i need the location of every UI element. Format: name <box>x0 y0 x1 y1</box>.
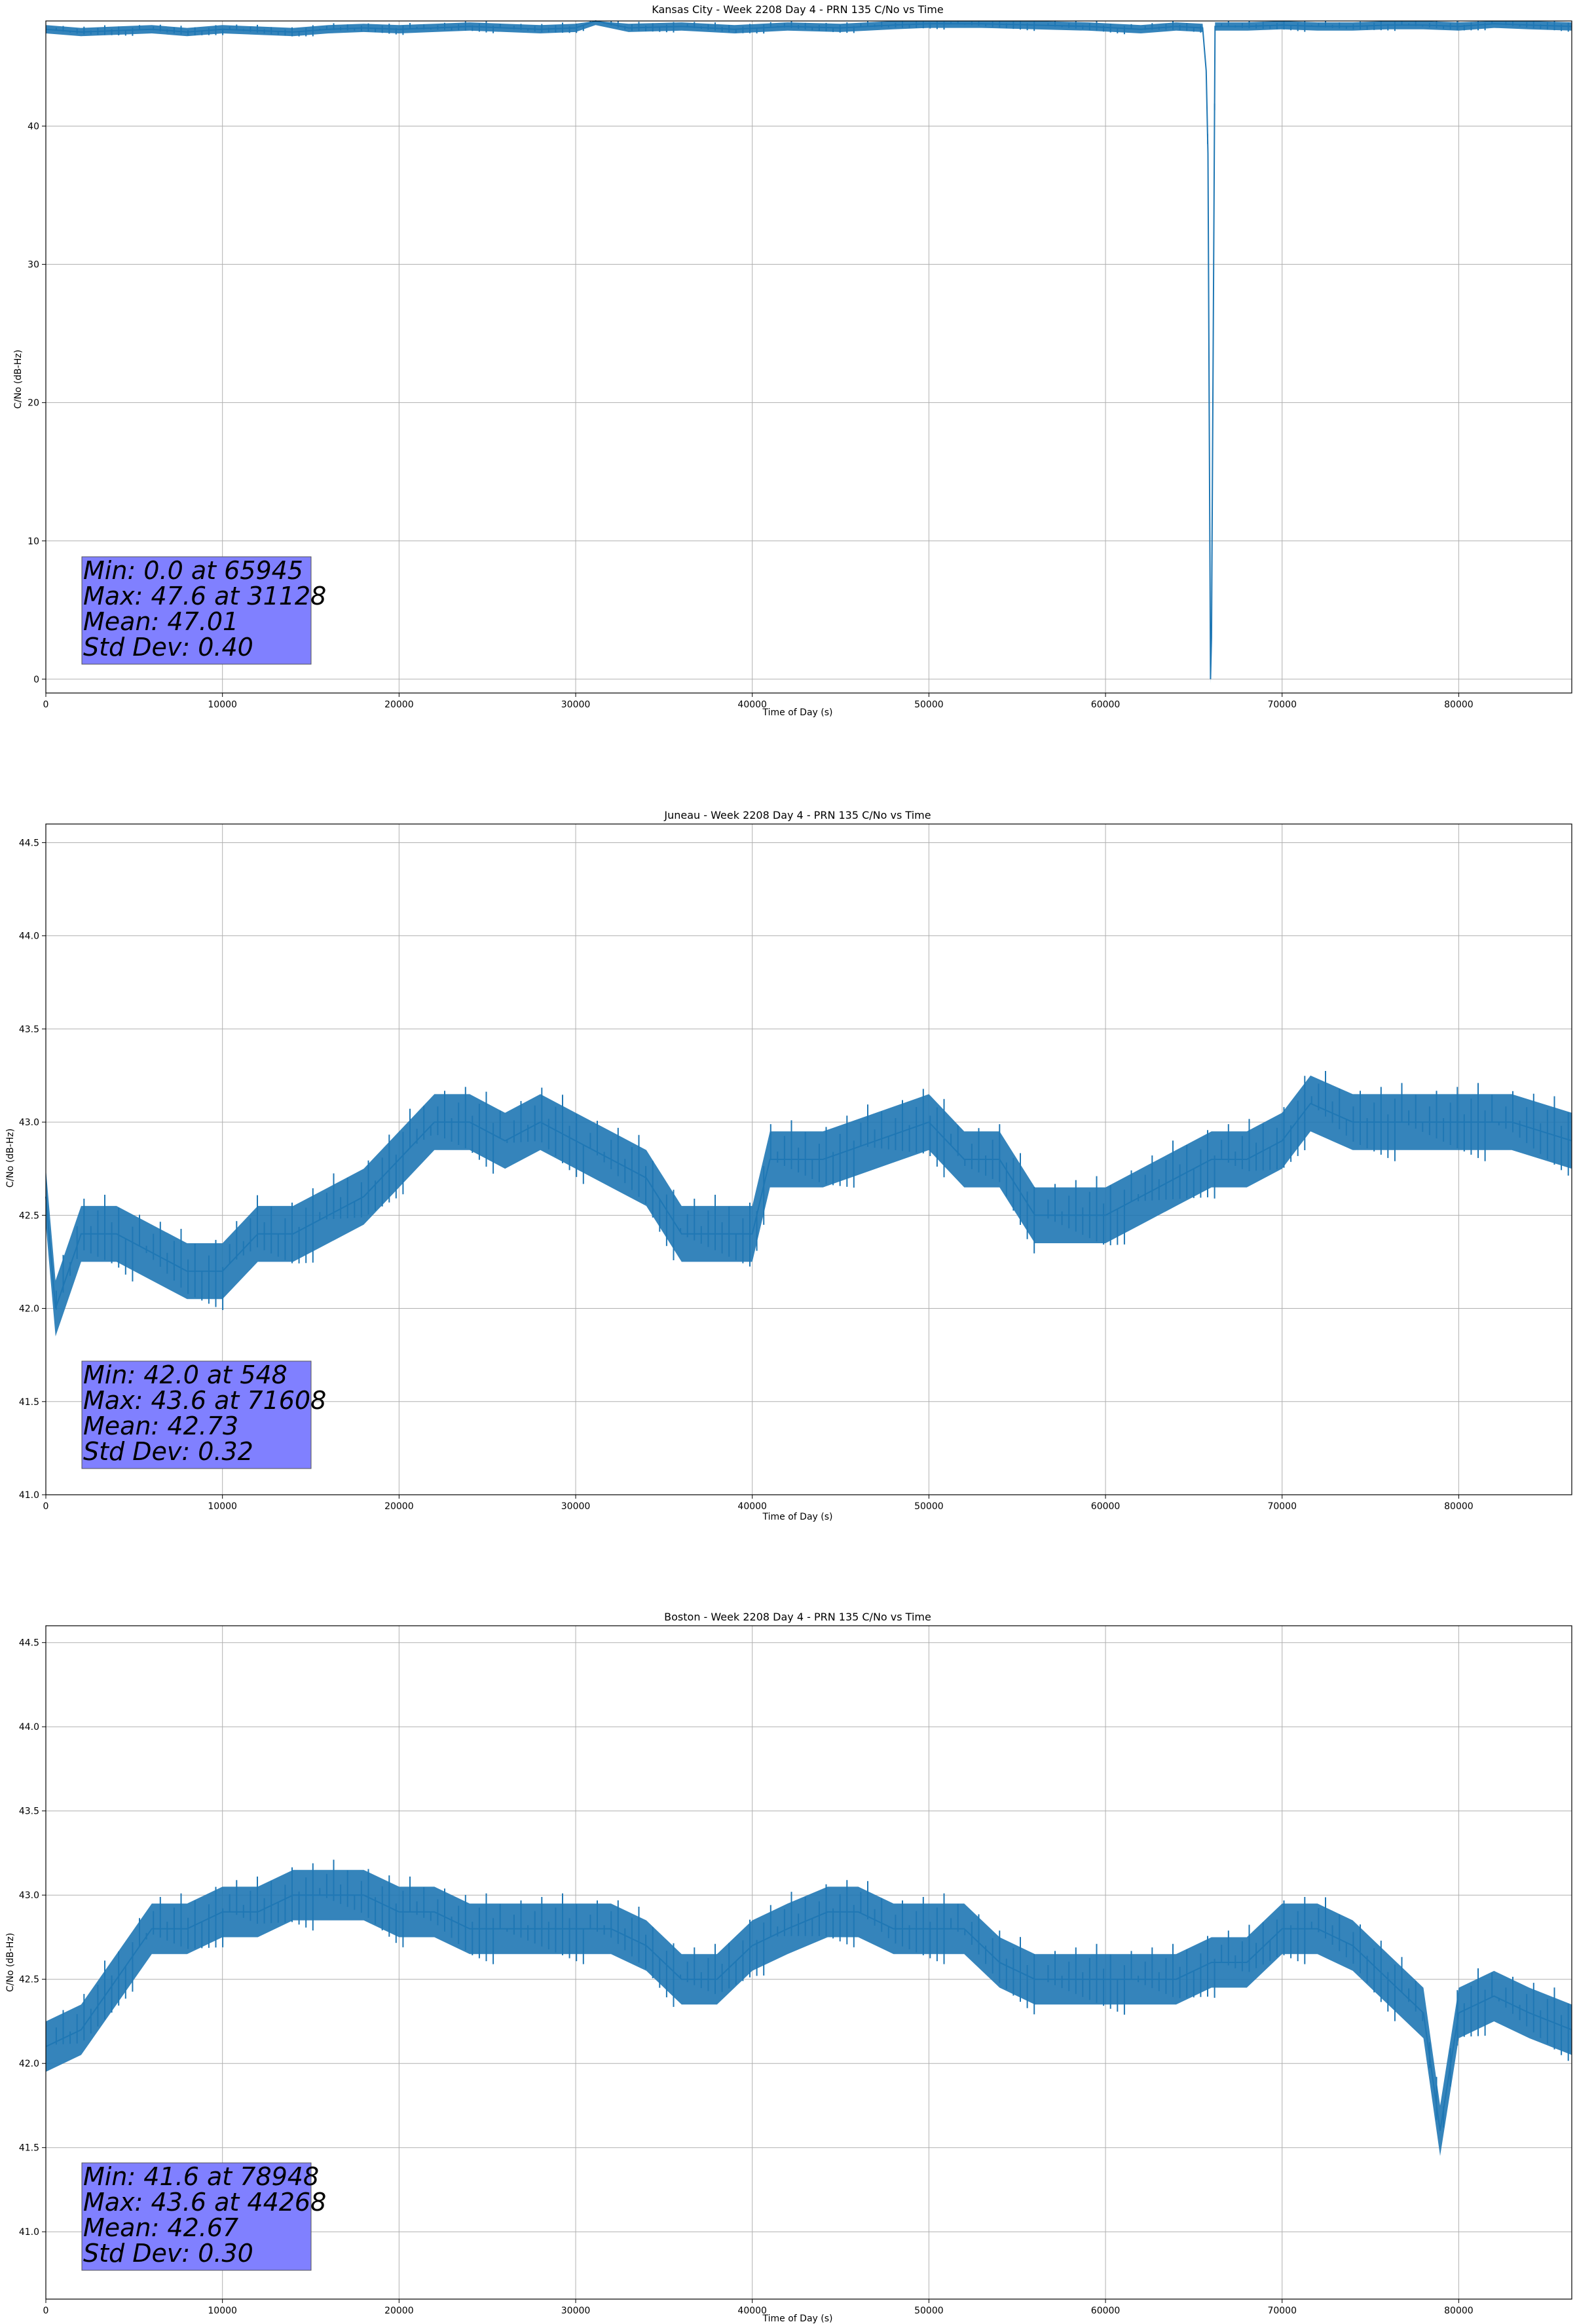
chart-title: Kansas City - Week 2208 Day 4 - PRN 135 … <box>652 3 943 16</box>
x-tick-label: 70000 <box>1267 2306 1297 2316</box>
x-tick-label: 20000 <box>384 2306 414 2316</box>
series-band <box>46 1869 1572 2156</box>
stats-line: Max: 47.6 at 31128 <box>83 582 326 610</box>
y-tick-label: 42.5 <box>19 1975 39 1985</box>
x-tick-label: 80000 <box>1444 700 1474 710</box>
series-band <box>46 1076 1572 1337</box>
stats-line: Max: 43.6 at 71608 <box>83 1386 326 1415</box>
y-tick-label: 41.0 <box>19 2227 39 2238</box>
x-tick-label: 30000 <box>561 700 591 710</box>
chart-title: Juneau - Week 2208 Day 4 - PRN 135 C/No … <box>663 809 931 821</box>
stats-line: Std Dev: 0.30 <box>83 2239 253 2268</box>
x-tick-label: 50000 <box>914 700 944 710</box>
x-tick-label: 40000 <box>737 2306 767 2316</box>
x-tick-label: 80000 <box>1444 1501 1474 1512</box>
stats-box <box>81 1360 312 1469</box>
y-tick-label: 43.5 <box>19 1807 39 1817</box>
y-tick-label: 42.5 <box>19 1210 39 1221</box>
plot-frame <box>45 20 1572 694</box>
x-tick-label: 60000 <box>1091 1501 1121 1512</box>
series-line <box>45 1894 1572 2131</box>
x-tick-label: 0 <box>43 700 49 710</box>
series-line <box>45 1102 1572 1309</box>
y-tick-label: 20 <box>28 398 39 409</box>
chart-boston: Time of Day (s) C/No (dB-Hz) 0 10000 20000… <box>5 1611 1572 2324</box>
y-tick-label: 0 <box>33 675 39 685</box>
y-tick-label: 43.5 <box>19 1024 39 1035</box>
x-tick-label: 40000 <box>737 700 767 710</box>
plot-frame <box>45 823 1572 1495</box>
stats-line: Max: 43.6 at 44268 <box>83 2188 326 2217</box>
stats-line: Std Dev: 0.32 <box>83 1437 253 1466</box>
y-axis-label: C/No (dB-Hz) <box>5 1129 16 1188</box>
y-tick-label: 40 <box>28 121 39 132</box>
stats-line: Std Dev: 0.40 <box>83 633 253 662</box>
x-tick-label: 10000 <box>208 1501 237 1512</box>
x-tick-label: 40000 <box>737 1501 767 1512</box>
stats-box <box>81 2162 312 2271</box>
x-tick-label: 60000 <box>1091 2306 1121 2316</box>
stats-line: Mean: 42.67 <box>83 2213 238 2242</box>
plot-frame <box>45 1625 1572 2300</box>
y-axis-label: C/No (dB-Hz) <box>5 1933 16 1992</box>
x-tick-label: 50000 <box>914 2306 944 2316</box>
chart-juneau: Time of Day (s) C/No (dB-Hz) 0 10000 20000… <box>5 809 1572 1522</box>
y-tick-label: 42.0 <box>19 1304 39 1315</box>
x-tick-label: 0 <box>43 1501 49 1512</box>
x-tick-label: 30000 <box>561 2306 591 2316</box>
x-tick-label: 30000 <box>561 1501 591 1512</box>
x-tick-label: 80000 <box>1444 2306 1474 2316</box>
y-tick-label: 41.5 <box>19 1397 39 1408</box>
stats-line: Min: 0.0 at 65945 <box>83 556 303 585</box>
chart-kansas-city: Time of Day (s) C/No (dB-Hz) 0 10000 20000… <box>13 3 1572 718</box>
y-tick-label: 44.5 <box>19 838 39 848</box>
stats-line: Min: 42.0 at 548 <box>83 1360 288 1389</box>
x-tick-label: 50000 <box>914 1501 944 1512</box>
stats-line: Mean: 42.73 <box>83 1412 238 1440</box>
y-tick-label: 43.0 <box>19 1117 39 1128</box>
x-tick-label: 10000 <box>208 700 237 710</box>
y-tick-label: 10 <box>28 536 39 547</box>
stats-line: Mean: 47.01 <box>83 607 238 636</box>
x-tick-label: 20000 <box>384 700 414 710</box>
x-tick-label: 60000 <box>1091 700 1121 710</box>
x-axis-label: Time of Day (s) <box>762 1512 833 1522</box>
chart-title: Boston - Week 2208 Day 4 - PRN 135 C/No … <box>664 1611 931 1623</box>
x-tick-label: 20000 <box>384 1501 414 1512</box>
x-tick-label: 70000 <box>1267 700 1297 710</box>
y-tick-label: 42.0 <box>19 2059 39 2069</box>
stats-box <box>81 556 312 665</box>
y-axis-label: C/No (dB-Hz) <box>13 350 24 409</box>
x-tick-label: 10000 <box>208 2306 237 2316</box>
x-tick-label: 0 <box>43 2306 49 2316</box>
y-tick-label: 30 <box>28 260 39 271</box>
y-tick-label: 43.0 <box>19 1890 39 1901</box>
y-tick-label: 44.0 <box>19 1722 39 1733</box>
x-axis-label: Time of Day (s) <box>762 707 833 718</box>
y-tick-label: 44.0 <box>19 931 39 942</box>
series-line <box>45 20 1572 679</box>
y-tick-label: 44.5 <box>19 1638 39 1649</box>
y-tick-label: 41.0 <box>19 1490 39 1501</box>
x-tick-label: 70000 <box>1267 1501 1297 1512</box>
y-tick-label: 41.5 <box>19 2143 39 2154</box>
x-axis-label: Time of Day (s) <box>762 2314 833 2324</box>
stats-line: Min: 41.6 at 78948 <box>83 2162 319 2191</box>
